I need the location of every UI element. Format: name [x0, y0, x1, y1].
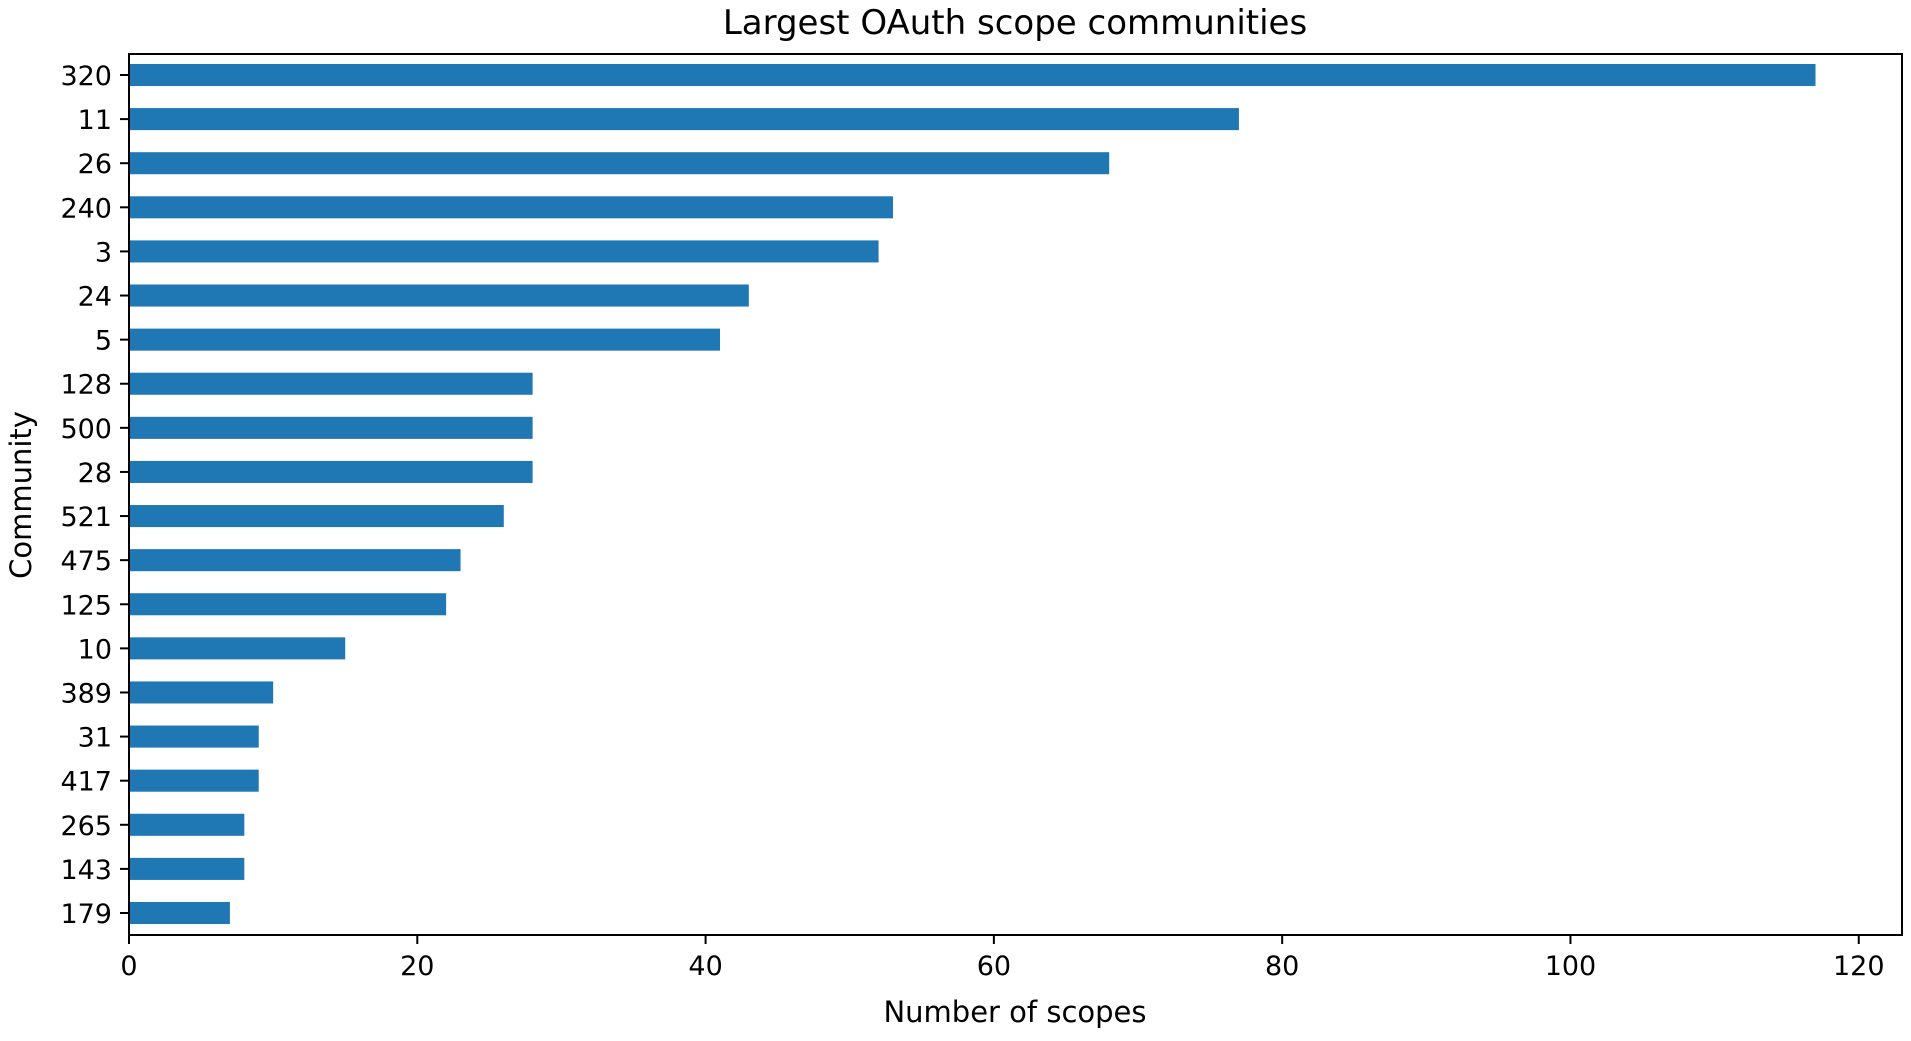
bar-143: [129, 857, 245, 880]
plot-frame: [128, 53, 1903, 936]
y-tick-label: 28: [78, 458, 112, 489]
bar-31: [129, 725, 259, 748]
bar-240: [129, 196, 893, 219]
y-tick-label: 3: [95, 237, 112, 268]
y-tick-label: 389: [60, 678, 112, 709]
bars-group: [129, 63, 1816, 925]
bar-320: [129, 63, 1816, 87]
y-tick-label: 26: [78, 149, 112, 180]
y-tick-label: 417: [60, 767, 112, 798]
bar-521: [129, 505, 504, 528]
bar-26: [129, 152, 1110, 175]
y-tick-label: 320: [60, 61, 112, 92]
y-axis-label: Community: [4, 411, 38, 579]
x-tick-label: 120: [1833, 951, 1885, 982]
y-tick-label: 143: [60, 855, 112, 886]
y-tick-label: 11: [78, 105, 112, 136]
y-tick-label: 179: [60, 899, 112, 930]
bar-5: [129, 328, 720, 351]
bar-500: [129, 416, 533, 439]
bar-24: [129, 284, 749, 307]
bar-417: [129, 769, 259, 792]
bar-128: [129, 372, 533, 395]
bar-11: [129, 108, 1239, 131]
bar-10: [129, 637, 346, 660]
x-tick-label: 20: [400, 951, 434, 982]
y-tick-label: 521: [60, 502, 112, 533]
bar-3: [129, 240, 879, 263]
y-tick-label: 265: [60, 811, 112, 842]
bar-179: [129, 901, 230, 925]
bar-265: [129, 813, 245, 836]
x-tick-label: 40: [688, 951, 722, 982]
y-tick-label: 128: [60, 370, 112, 401]
bar-125: [129, 593, 447, 616]
y-tick-label: 240: [60, 193, 112, 224]
y-axis-ticks: 320 11 26 240 3 24 5 128 500 28 521 475 125 10 389 31 41…: [60, 61, 129, 930]
y-tick-label: 31: [78, 723, 112, 754]
x-axis-label: Number of scopes: [883, 995, 1146, 1029]
y-tick-label: 475: [60, 546, 112, 577]
bar-475: [129, 549, 461, 572]
y-tick-label: 500: [60, 414, 112, 445]
y-tick-label: 10: [78, 634, 112, 665]
y-tick-label: 125: [60, 590, 112, 621]
x-tick-label: 0: [120, 951, 137, 982]
x-tick-label: 100: [1545, 951, 1597, 982]
bar-28: [129, 460, 533, 483]
x-tick-label: 60: [977, 951, 1011, 982]
x-tick-label: 80: [1265, 951, 1299, 982]
y-tick-label: 24: [78, 282, 112, 313]
chart-title: Largest OAuth scope communities: [723, 3, 1307, 43]
y-tick-label: 5: [95, 326, 112, 357]
bar-389: [129, 681, 274, 704]
x-axis-ticks: 0 20 40 60 80 100 120: [120, 935, 1885, 982]
